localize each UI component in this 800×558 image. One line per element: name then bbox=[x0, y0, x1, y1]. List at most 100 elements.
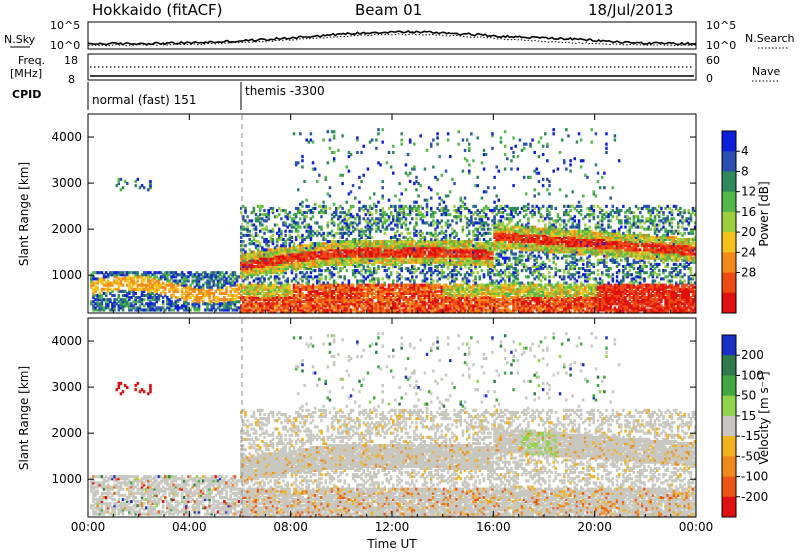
power-cell bbox=[162, 300, 165, 303]
power-cell bbox=[476, 136, 479, 139]
power-cell bbox=[96, 286, 99, 289]
power-cell bbox=[263, 277, 266, 280]
power-cell bbox=[299, 226, 302, 229]
power-cell bbox=[400, 275, 403, 278]
power-cell bbox=[491, 147, 494, 150]
power-cell bbox=[409, 138, 412, 141]
power-cell bbox=[270, 275, 273, 278]
power-cell bbox=[358, 201, 361, 204]
power-cell bbox=[481, 269, 484, 272]
power-cell bbox=[118, 294, 121, 297]
power-cell bbox=[476, 176, 479, 179]
power-cell bbox=[320, 273, 323, 276]
power-cell bbox=[384, 282, 387, 285]
power-cell bbox=[272, 234, 275, 237]
power-cell bbox=[436, 192, 439, 195]
power-cell bbox=[301, 159, 304, 162]
power-cell bbox=[312, 161, 315, 164]
power-cell bbox=[253, 207, 256, 210]
power-cell bbox=[301, 155, 304, 158]
power-cell bbox=[462, 226, 465, 229]
power-cell bbox=[350, 153, 353, 156]
power-cell bbox=[424, 236, 427, 239]
power-cell bbox=[225, 271, 228, 274]
power-cell bbox=[348, 279, 351, 282]
power-cell bbox=[438, 203, 441, 206]
power-cell bbox=[333, 157, 336, 160]
power-cell bbox=[415, 188, 418, 191]
noise-left-label: N.Sky bbox=[4, 33, 36, 46]
power-cell bbox=[487, 223, 490, 226]
power-cell bbox=[297, 230, 300, 233]
power-cell bbox=[441, 174, 444, 177]
power-cell bbox=[464, 149, 467, 152]
power-cell bbox=[460, 273, 463, 276]
power-cell bbox=[375, 205, 378, 208]
power-cell bbox=[392, 172, 395, 175]
power-cell bbox=[333, 130, 336, 133]
power-cell bbox=[390, 165, 393, 168]
power-cell bbox=[436, 143, 439, 146]
power-cell bbox=[377, 128, 380, 131]
power-cell bbox=[360, 180, 363, 183]
power-cell bbox=[445, 205, 448, 208]
nave-tick-bottom: 0 bbox=[706, 72, 713, 85]
power-cell bbox=[343, 275, 346, 278]
power-cell bbox=[455, 221, 458, 224]
power-cell bbox=[272, 228, 275, 231]
power-cell bbox=[289, 284, 292, 287]
power-cell bbox=[462, 138, 465, 141]
power-cell bbox=[392, 279, 395, 282]
power-cell bbox=[333, 273, 336, 276]
power-cell bbox=[272, 238, 275, 241]
power-cell bbox=[470, 132, 473, 135]
power-cell bbox=[339, 275, 342, 278]
nave-tick-top: 60 bbox=[706, 54, 720, 67]
power-cell bbox=[278, 213, 281, 216]
freq-label-2: [MHz] bbox=[10, 67, 42, 80]
power-cell bbox=[441, 226, 444, 229]
power-cell bbox=[474, 217, 477, 220]
power-cell bbox=[327, 130, 330, 133]
noise-left-tick-top: 10^5 bbox=[50, 19, 80, 32]
cpid-mode-2: themis -3300 bbox=[245, 84, 325, 98]
power-cell bbox=[384, 232, 387, 235]
power-cell bbox=[464, 197, 467, 200]
power-cell bbox=[234, 271, 237, 274]
power-cell bbox=[379, 163, 382, 166]
power-cell bbox=[453, 205, 456, 208]
power-cell bbox=[305, 271, 308, 274]
power-cell bbox=[472, 271, 475, 274]
power-cell bbox=[137, 271, 140, 274]
power-cell bbox=[371, 228, 374, 231]
power-cell bbox=[375, 209, 378, 212]
power-cell bbox=[415, 221, 418, 224]
power-cell bbox=[381, 186, 384, 189]
power-cell bbox=[371, 236, 374, 239]
power-cell bbox=[479, 238, 482, 241]
power-cell bbox=[356, 151, 359, 154]
power-cell bbox=[409, 232, 412, 235]
power-cell bbox=[324, 176, 327, 179]
power-cell bbox=[316, 221, 319, 224]
power-cell bbox=[143, 298, 146, 301]
power-cell bbox=[282, 275, 285, 278]
noise-sky-series bbox=[88, 31, 696, 45]
power-cell bbox=[434, 211, 437, 214]
power-cell bbox=[447, 219, 450, 222]
power-cell bbox=[246, 226, 249, 229]
power-cell bbox=[263, 209, 266, 212]
power-cell bbox=[457, 143, 460, 146]
power-cell bbox=[468, 163, 471, 166]
power-cell bbox=[109, 298, 112, 301]
power-cell bbox=[483, 149, 486, 152]
power-cell bbox=[352, 205, 355, 208]
power-cell bbox=[187, 302, 190, 305]
power-cell bbox=[489, 238, 492, 241]
power-cell bbox=[122, 186, 125, 189]
power-cell bbox=[301, 234, 304, 237]
station-title: Hokkaido (fitACF) bbox=[92, 1, 223, 19]
power-cell bbox=[455, 277, 458, 280]
power-cell bbox=[447, 132, 450, 135]
